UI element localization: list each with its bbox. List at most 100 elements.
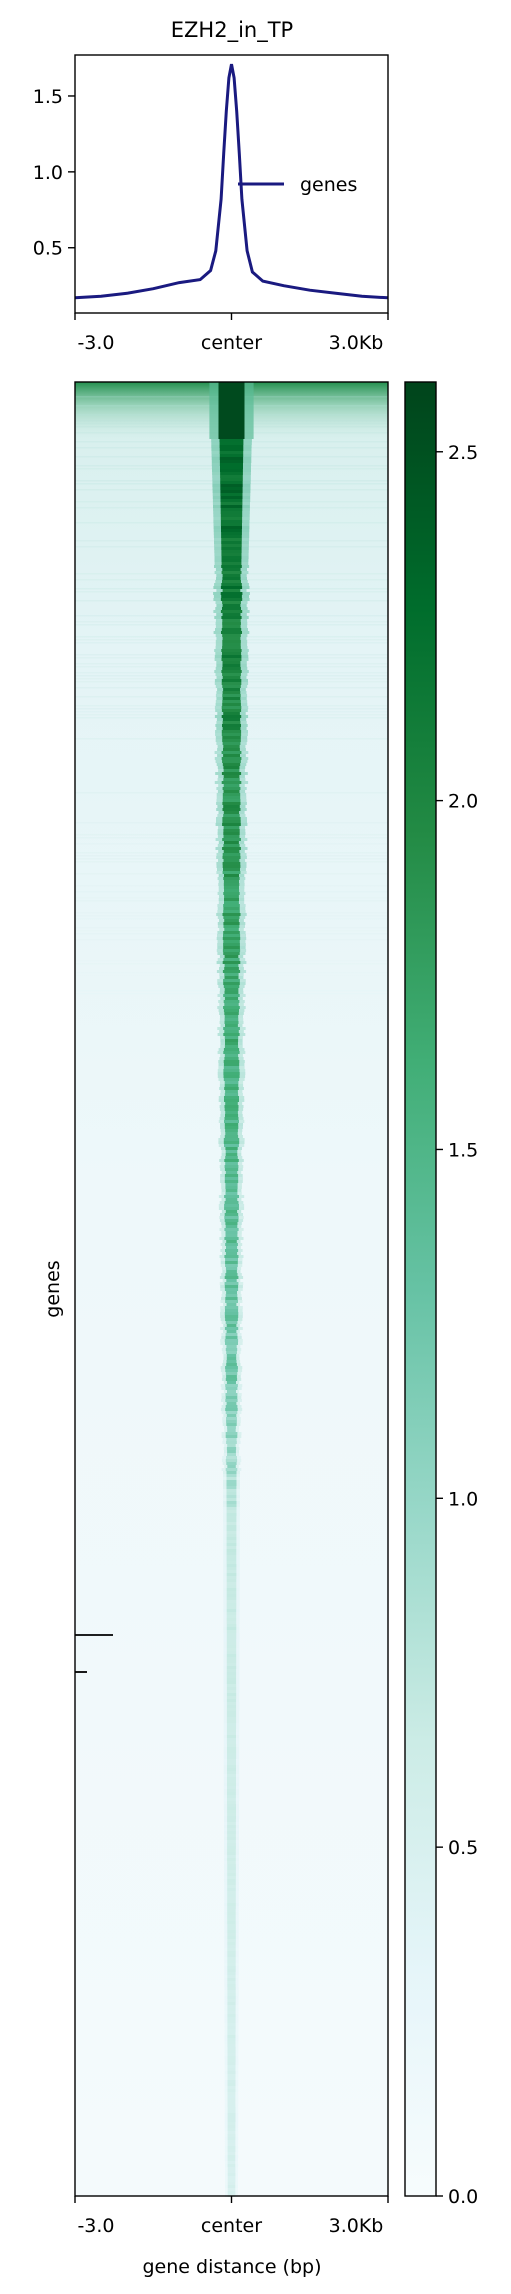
- heatmap-cell: [223, 745, 240, 748]
- heatmap-cell: [223, 769, 240, 772]
- heatmap-cell: [225, 1267, 238, 1270]
- heatmap-cell: [226, 1663, 237, 1666]
- heatmap-cell: [227, 1780, 236, 1783]
- heatmap-cell: [227, 1795, 236, 1798]
- heatmap-cell: [223, 886, 239, 889]
- heatmap-cell: [227, 2008, 236, 2011]
- heatmap-cell: [227, 1924, 236, 1927]
- heatmap-cell: [224, 1195, 239, 1198]
- heatmap-cell: [224, 1126, 239, 1129]
- heatmap-cell: [221, 562, 242, 565]
- heatmap-cell: [226, 1681, 237, 1684]
- heatmap-cell: [221, 733, 242, 736]
- heatmap-cell: [219, 463, 243, 466]
- heatmap-cell: [221, 532, 242, 535]
- heatmap-cell: [224, 997, 239, 1000]
- heatmap-cell: [226, 1654, 237, 1657]
- heatmap-cell: [219, 442, 244, 445]
- heatmap-cell: [221, 559, 242, 562]
- heatmap-cell: [227, 2134, 236, 2137]
- heatmap-cell: [226, 1441, 237, 1444]
- heatmap-cell: [222, 817, 241, 820]
- heatmap-cell: [226, 1456, 237, 1459]
- heatmap-cell: [223, 946, 240, 949]
- heatmap-cell: [221, 757, 242, 760]
- heatmap-cell: [222, 577, 241, 580]
- heatmap-cell: [222, 862, 241, 865]
- heatmap-cell: [223, 1141, 240, 1144]
- heatmap-cell: [227, 1954, 236, 1957]
- heatmap-cell: [227, 1915, 236, 1918]
- colorbar: 0.0 0.5 1.0 1.5 2.0 2.5: [404, 381, 478, 2208]
- heatmap-cell: [222, 637, 241, 640]
- heatmap-cell: [220, 517, 243, 520]
- heatmap-cell: [227, 1786, 236, 1789]
- heatmap-cell: [218, 427, 245, 430]
- heatmap-cell: [223, 1075, 240, 1078]
- heatmap-cell: [227, 2056, 236, 2059]
- heatmap-cell: [223, 883, 240, 886]
- heatmap-cell: [220, 484, 243, 487]
- heatmap-cell: [222, 622, 241, 625]
- heatmap-cell: [223, 844, 240, 847]
- heatmap-cell: [227, 1897, 236, 1900]
- heatmap-cell: [220, 496, 243, 499]
- heatmap-cell: [225, 1408, 238, 1411]
- heatmap-cell: [227, 2065, 236, 2068]
- heatmap-cell: [224, 898, 239, 901]
- heatmap-cell: [227, 2011, 236, 2014]
- heatmap-cell: [225, 1114, 239, 1117]
- heatmap-cell: [227, 1990, 236, 1993]
- heatmap-cell: [227, 2164, 236, 2167]
- heatmap-cell: [224, 1120, 239, 1123]
- heatmap-cell: [221, 535, 242, 538]
- heatmap-x-tick-label: 3.0Kb: [329, 2215, 384, 2237]
- heatmap-cell: [227, 2191, 236, 2194]
- heatmap-cell: [222, 613, 241, 616]
- heatmap-cell: [227, 1429, 236, 1432]
- heatmap-cell: [224, 1288, 239, 1291]
- heatmap-cell: [227, 1999, 236, 2002]
- heatmap-cell: [220, 592, 243, 595]
- heatmap-cell: [226, 1630, 237, 1633]
- heatmap-cell: [227, 2047, 236, 2050]
- heatmap-cell: [224, 1213, 239, 1216]
- heatmap-cell: [220, 586, 243, 589]
- heatmap-cell: [225, 1222, 238, 1225]
- heatmap-cell: [225, 1366, 238, 1369]
- heatmap-cell: [226, 1660, 237, 1663]
- heatmap-cell: [223, 1138, 240, 1141]
- heatmap-cell: [224, 1012, 239, 1015]
- heatmap-cell: [218, 421, 245, 424]
- heatmap-cell: [226, 1732, 236, 1735]
- heatmap-cell: [224, 1165, 239, 1168]
- heatmap-cell: [226, 1330, 237, 1333]
- heatmap-cell: [226, 1693, 237, 1696]
- heatmap-cell: [223, 931, 240, 934]
- heatmap-center-signal: [209, 382, 254, 2197]
- heatmap-cell: [226, 1480, 237, 1483]
- heatmap-cell: [220, 523, 242, 526]
- heatmap-cell: [227, 1444, 236, 1447]
- heatmap-cell: [225, 1309, 239, 1312]
- heatmap-cell: [227, 1888, 236, 1891]
- heatmap-cell: [225, 1321, 238, 1324]
- heatmap-cell: [226, 1711, 237, 1714]
- heatmap-cell: [223, 1066, 240, 1069]
- heatmap-cell: [227, 2092, 236, 2095]
- heatmap-cell: [223, 805, 240, 808]
- heatmap-cell: [225, 1258, 238, 1261]
- heatmap-cell: [227, 2146, 236, 2149]
- heatmap-cell: [220, 481, 243, 484]
- heatmap-cell: [226, 1486, 237, 1489]
- heatmap-cell: [227, 1921, 236, 1924]
- heatmap-cell: [227, 1777, 236, 1780]
- heatmap-cell: [225, 1261, 238, 1264]
- heatmap-cell: [225, 1396, 238, 1399]
- heatmap-cell: [220, 469, 243, 472]
- heatmap-cell: [225, 1186, 238, 1189]
- profile-legend: genes: [238, 174, 357, 196]
- profile-frame: [74, 54, 389, 314]
- heatmap-cell: [223, 688, 240, 691]
- heatmap-cell: [226, 1564, 237, 1567]
